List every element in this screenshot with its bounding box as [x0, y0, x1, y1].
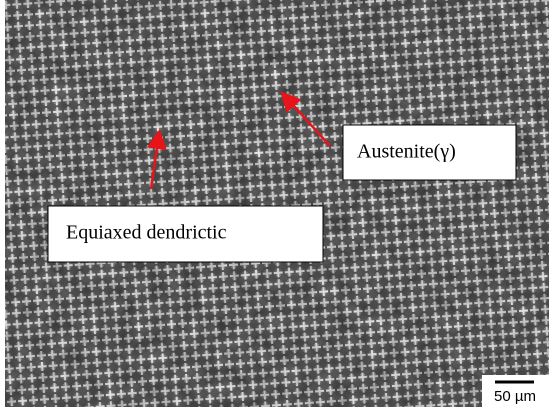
micrograph: Austenite(γ) Equiaxed dendrictic 50 µm — [0, 0, 549, 407]
label-text: Austenite(γ) — [357, 141, 456, 163]
label-text: Equiaxed dendrictic — [66, 222, 227, 244]
scale-bar-label: 50 µm — [494, 388, 536, 405]
grain — [5, 0, 549, 407]
